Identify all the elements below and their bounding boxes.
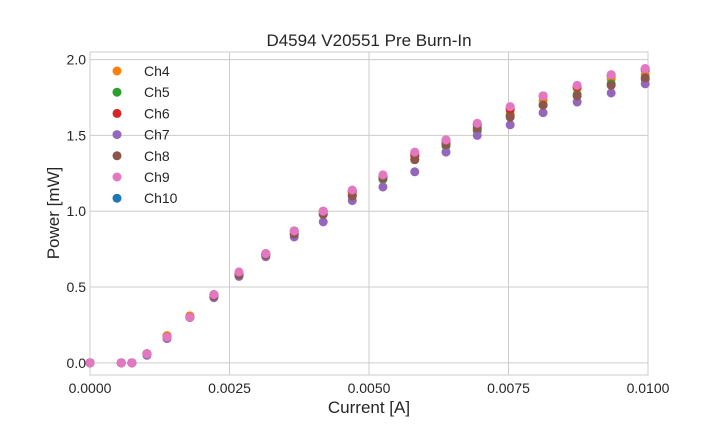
data-point: [85, 358, 95, 368]
data-point: [142, 349, 152, 359]
y-tick-label: 0.5: [67, 279, 87, 295]
legend-label: Ch8: [144, 148, 170, 164]
data-point: [640, 64, 650, 74]
legend-marker: [112, 172, 122, 182]
data-point: [538, 100, 548, 110]
x-tick-label: 0.0075: [487, 380, 530, 396]
data-point: [234, 267, 244, 277]
data-point: [505, 120, 515, 130]
legend-label: Ch6: [144, 105, 170, 121]
data-point: [538, 108, 548, 118]
legend-marker: [112, 87, 122, 97]
data-point: [347, 185, 357, 195]
data-point: [261, 249, 271, 259]
data-point: [318, 206, 328, 216]
data-point: [289, 226, 299, 236]
legend-marker: [112, 66, 122, 76]
data-point: [572, 80, 582, 90]
legend-marker: [112, 130, 122, 140]
legend: Ch4 Ch5 Ch6 Ch7 Ch8 Ch9 Ch10: [112, 63, 178, 206]
data-point: [472, 130, 482, 140]
data-point: [162, 332, 172, 342]
chart-title: D4594 V20551 Pre Burn-In: [266, 31, 471, 50]
data-point: [538, 91, 548, 101]
data-point: [640, 73, 650, 83]
data-point: [606, 70, 616, 80]
x-tick-label: 0.0025: [208, 380, 251, 396]
series-ch9: [85, 64, 650, 368]
grid: [89, 52, 649, 375]
y-axis-label: Power [mW]: [44, 167, 63, 260]
legend-label: Ch5: [144, 84, 170, 100]
legend-label: Ch4: [144, 63, 170, 79]
data-point: [572, 91, 582, 101]
legend-marker: [112, 193, 122, 203]
x-tick-label: 0.0000: [69, 380, 112, 396]
data-point: [441, 147, 451, 157]
y-tick-label: 0.0: [67, 355, 87, 371]
data-point: [606, 80, 616, 90]
legend-marker: [112, 151, 122, 161]
data-point: [127, 358, 137, 368]
y-tick-label: 2.0: [67, 52, 87, 68]
legend-label: Ch10: [144, 190, 178, 206]
x-axis-label: Current [A]: [328, 398, 410, 417]
x-tick-label: 0.0100: [627, 380, 670, 396]
data-point: [410, 147, 420, 157]
x-tick-label: 0.0050: [348, 380, 391, 396]
x-ticks: 0.0000 0.0025 0.0050 0.0075 0.0100: [69, 380, 670, 396]
legend-marker: [112, 108, 122, 118]
data-point: [378, 170, 388, 180]
y-tick-label: 1.0: [67, 203, 87, 219]
y-tick-label: 1.5: [67, 127, 87, 143]
data-point: [441, 135, 451, 145]
data-point: [410, 167, 420, 177]
data-point: [606, 88, 616, 98]
data-point: [410, 155, 420, 165]
data-point: [472, 118, 482, 128]
legend-label: Ch7: [144, 127, 170, 143]
data-point: [116, 358, 126, 368]
data-point: [505, 102, 515, 112]
data-point: [185, 312, 195, 322]
data-point: [209, 290, 219, 300]
data-point: [505, 112, 515, 122]
data-point: [378, 182, 388, 192]
y-ticks: 0.0 0.5 1.0 1.5 2.0: [67, 52, 87, 371]
legend-label: Ch9: [144, 169, 170, 185]
data-points: [85, 64, 650, 368]
data-point: [318, 217, 328, 227]
